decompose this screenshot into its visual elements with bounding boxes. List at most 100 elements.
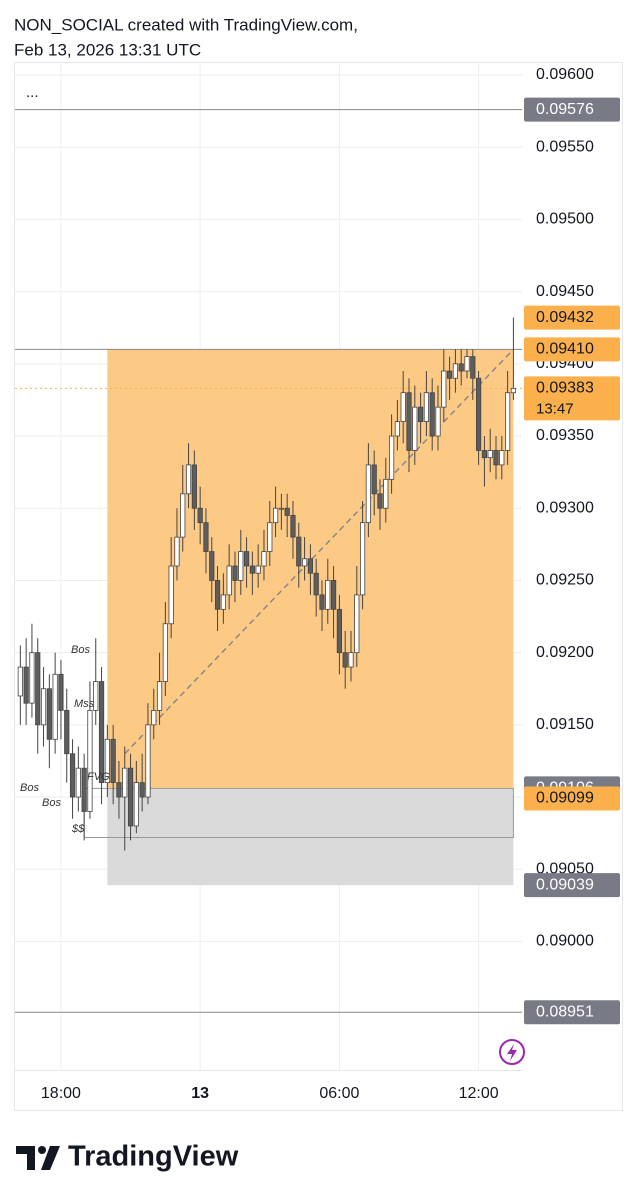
candle-body [388, 435, 395, 480]
candle-body [122, 767, 128, 798]
y-tick-label: 0.09350 [536, 427, 594, 444]
candle-body [359, 522, 366, 596]
x-tick-label: 06:00 [319, 1085, 359, 1102]
candle-body [110, 738, 116, 784]
price-badge-label: 0.09039 [536, 876, 594, 893]
price-badge [524, 376, 620, 421]
levels [15, 109, 522, 1013]
y-tick-label: 0.09250 [536, 572, 594, 589]
candle-body [75, 767, 81, 798]
candle-body [267, 522, 273, 552]
price-badge [524, 337, 620, 362]
candle-body [499, 450, 505, 466]
candle-body [487, 450, 493, 459]
replay-icon[interactable] [499, 1039, 525, 1065]
candle-body [336, 608, 342, 654]
candle-body [476, 377, 482, 451]
annotation: $$ [71, 823, 85, 835]
candle-body [232, 565, 238, 581]
zones [83, 348, 514, 886]
price-badge-label: 0.08951 [536, 1003, 594, 1020]
x-tick-label: 12:00 [459, 1085, 499, 1102]
candle-body [203, 522, 209, 552]
candle-body [406, 392, 412, 451]
candle-body [505, 392, 511, 451]
menu[interactable]: ... [26, 84, 39, 101]
candle-body [87, 710, 93, 812]
candle-body [162, 623, 168, 682]
y-tick-label: 0.09150 [536, 716, 594, 733]
candle-body [127, 767, 134, 827]
candle-body [156, 681, 163, 711]
candle-body [255, 565, 261, 574]
candle-body [98, 681, 105, 784]
zone [107, 788, 514, 886]
candle-body [313, 572, 319, 596]
candle-body [278, 507, 284, 510]
candle-body [290, 515, 296, 538]
y-tick-label: 0.09550 [536, 138, 594, 155]
price-badge [524, 873, 620, 898]
candle-body [69, 753, 76, 798]
candle-body [116, 782, 122, 798]
candle-body [354, 594, 360, 654]
candle-body [447, 370, 453, 379]
candle-body [301, 558, 308, 567]
candle-body [330, 580, 337, 610]
price-badge [524, 305, 620, 330]
annotation: Bos [20, 782, 39, 794]
trend-line [124, 348, 514, 755]
candle-body [441, 370, 447, 408]
candle-body [510, 387, 517, 394]
candle-body [81, 767, 87, 812]
candle-body [412, 406, 418, 451]
candle-body [342, 652, 348, 668]
candle-body [394, 421, 400, 437]
candle-body [319, 594, 325, 610]
price-badge-label: 0.09432 [536, 309, 594, 326]
candle-body [104, 738, 110, 784]
header-date: Feb 13, 2026 13:31 UTC [14, 40, 201, 59]
price-badge [524, 97, 620, 122]
x-tick-label: 18:00 [41, 1085, 81, 1102]
candle-body [458, 363, 464, 372]
countdown: 13:47 [536, 400, 574, 417]
y-tick-label: 0.09000 [536, 933, 594, 950]
candle-body [185, 464, 192, 495]
price-badge-label: 0.09099 [536, 790, 594, 807]
y-tick-label: 0.09500 [536, 211, 594, 228]
y-tick-label: 0.09300 [536, 499, 594, 516]
logo: TradingView [16, 1141, 239, 1173]
candle-body [174, 536, 180, 567]
candle-body [29, 652, 35, 704]
candle-body [180, 493, 186, 538]
candle-body [481, 450, 488, 459]
candle-body [23, 666, 29, 704]
candle-body [238, 551, 244, 581]
candle-body [220, 594, 226, 610]
candle-body [46, 688, 52, 740]
candle-body [470, 356, 476, 379]
annotation: Mss [74, 698, 95, 710]
candle-body [435, 406, 441, 437]
price-badge-label: 0.09383 [536, 380, 594, 397]
candle-body [243, 551, 250, 567]
y-tick-label: 0.09600 [536, 66, 594, 83]
price-badge [524, 1000, 620, 1025]
candle-body [423, 392, 430, 422]
candle-body [151, 710, 157, 726]
price-badge-label: 0.09410 [536, 341, 594, 358]
annotation: Bos [71, 644, 90, 656]
candle-body [429, 392, 435, 437]
candle-body [139, 782, 145, 798]
y-tick-label: 0.09450 [536, 283, 594, 300]
candle-body [52, 673, 58, 740]
candle-body [40, 688, 47, 726]
candle-body [365, 464, 371, 524]
candle-body [296, 536, 302, 567]
logo-text: TradingView [68, 1141, 239, 1173]
candle-body [93, 681, 99, 711]
